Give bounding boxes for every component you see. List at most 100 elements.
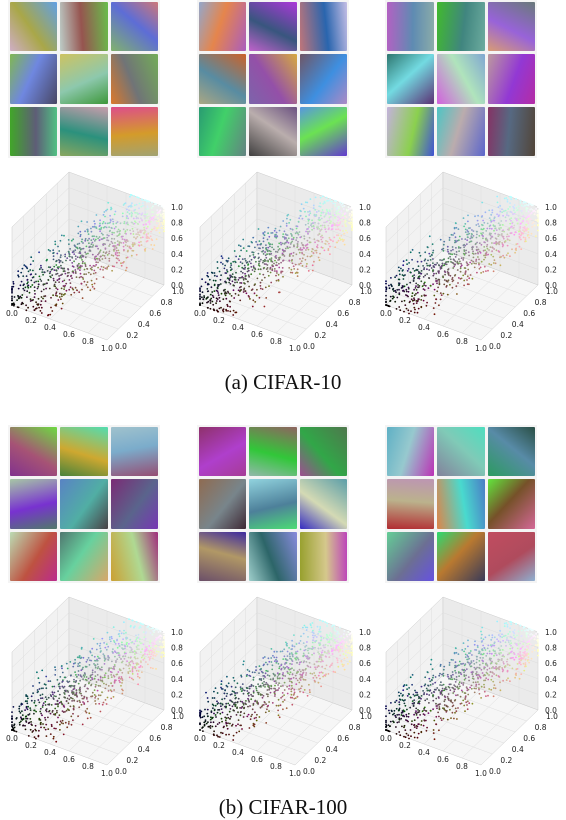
point xyxy=(233,710,235,712)
point xyxy=(144,653,146,655)
point xyxy=(93,238,95,240)
point xyxy=(345,650,347,652)
point xyxy=(79,277,81,279)
point xyxy=(486,244,488,246)
point xyxy=(97,690,99,692)
point xyxy=(509,202,511,204)
point xyxy=(284,689,286,691)
point xyxy=(225,309,227,311)
point xyxy=(514,204,516,206)
point xyxy=(265,287,267,289)
point xyxy=(77,256,79,258)
point xyxy=(343,653,345,655)
point xyxy=(26,275,28,277)
point xyxy=(297,241,299,243)
point xyxy=(214,284,216,286)
point xyxy=(240,701,242,703)
point xyxy=(149,220,151,222)
point xyxy=(295,264,297,266)
point xyxy=(40,723,42,725)
point xyxy=(255,261,257,263)
point xyxy=(38,298,40,300)
point xyxy=(26,296,28,298)
point xyxy=(423,288,425,290)
point xyxy=(332,214,334,216)
point xyxy=(260,285,262,287)
point xyxy=(66,663,68,665)
point xyxy=(131,222,133,224)
point xyxy=(233,735,235,737)
point xyxy=(38,283,40,285)
point xyxy=(218,294,220,296)
point xyxy=(243,268,245,270)
point xyxy=(116,658,118,660)
point xyxy=(111,676,113,678)
point xyxy=(84,672,86,674)
point xyxy=(252,708,254,710)
point xyxy=(509,255,511,257)
point xyxy=(482,232,484,234)
point xyxy=(40,722,42,724)
point xyxy=(256,690,258,692)
point xyxy=(150,235,152,237)
point xyxy=(154,226,156,228)
point xyxy=(526,224,528,226)
point xyxy=(302,692,304,694)
point xyxy=(59,278,61,280)
y-tick-label: 0.6 xyxy=(337,734,349,743)
point xyxy=(227,310,229,312)
point xyxy=(259,273,261,275)
point xyxy=(60,702,62,704)
point xyxy=(305,672,307,674)
point xyxy=(63,235,65,237)
point xyxy=(61,295,63,297)
point xyxy=(50,695,52,697)
point xyxy=(234,704,236,706)
point xyxy=(289,685,291,687)
point xyxy=(35,281,37,283)
point xyxy=(509,232,511,234)
point xyxy=(70,674,72,676)
point xyxy=(289,219,291,221)
point xyxy=(138,663,140,665)
point xyxy=(59,296,61,298)
point xyxy=(510,211,512,213)
point xyxy=(62,680,64,682)
point xyxy=(227,722,229,724)
point xyxy=(80,276,82,278)
point xyxy=(267,271,269,273)
point xyxy=(305,216,307,218)
point xyxy=(415,287,417,289)
point xyxy=(240,271,242,273)
point xyxy=(509,223,511,225)
point xyxy=(518,219,520,221)
point xyxy=(274,268,276,270)
point xyxy=(105,268,107,270)
point xyxy=(139,666,141,668)
point xyxy=(79,269,81,271)
point xyxy=(333,222,335,224)
point xyxy=(71,240,73,242)
point xyxy=(72,238,74,240)
point xyxy=(277,246,279,248)
point xyxy=(234,694,236,696)
point xyxy=(214,709,216,711)
point xyxy=(390,277,392,279)
point xyxy=(212,272,214,274)
point xyxy=(70,282,72,284)
point xyxy=(305,224,307,226)
x-tick-label: 0.6 xyxy=(63,755,75,764)
point xyxy=(309,231,311,233)
point xyxy=(28,722,30,724)
point xyxy=(76,689,78,691)
point xyxy=(322,212,324,214)
image-thumbnail xyxy=(10,532,57,581)
point xyxy=(498,250,500,252)
point xyxy=(130,248,132,250)
point xyxy=(118,680,120,682)
point xyxy=(97,666,99,668)
y-tick-label: 1.0 xyxy=(546,287,558,296)
point xyxy=(268,661,270,663)
point xyxy=(277,251,279,253)
point xyxy=(90,274,92,276)
